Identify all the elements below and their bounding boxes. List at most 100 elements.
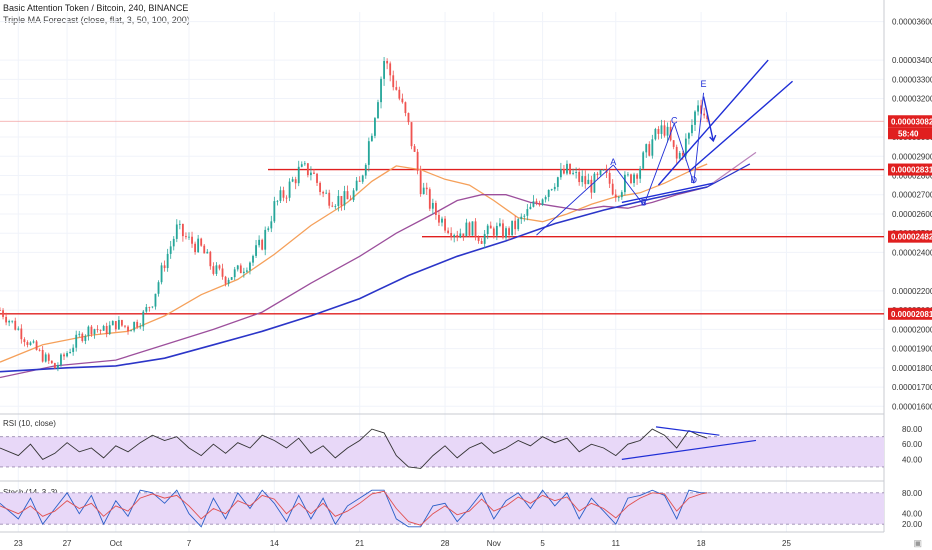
countdown-tag (888, 127, 932, 140)
candle-body (450, 232, 453, 237)
price-tag-label: 0.00003082 (891, 117, 932, 126)
candle-body (322, 191, 325, 194)
candle-body (511, 220, 514, 236)
candle-body (413, 146, 416, 152)
candle-body (245, 270, 248, 272)
candle-body (32, 341, 35, 343)
candle-body (78, 333, 81, 335)
candle-body (355, 180, 358, 191)
stoch-d-line (0, 490, 708, 526)
candle-body (139, 326, 142, 328)
candle-body (648, 144, 651, 156)
candle-body (303, 163, 306, 165)
candle-body (639, 168, 642, 179)
candle-body (474, 221, 477, 237)
price-tick-label: 0.00002600 (892, 210, 932, 219)
candle-body (236, 265, 239, 270)
candle-body (538, 202, 541, 205)
candle-body (175, 224, 178, 239)
price-tick-label: 0.00002400 (892, 248, 932, 257)
candle-body (617, 197, 620, 198)
ma-200-forecast (706, 163, 751, 188)
candle-body (651, 139, 654, 156)
candle-body (593, 173, 596, 193)
candle-body (23, 339, 26, 343)
candle-body (172, 238, 175, 247)
candle-body (377, 102, 379, 119)
candle-body (14, 320, 17, 330)
price-tick-label: 0.00003200 (892, 95, 932, 104)
candle-body (499, 223, 501, 226)
candle-body (514, 220, 517, 230)
candle-body (60, 354, 62, 366)
time-tick-label: 27 (63, 539, 72, 548)
time-tick-label: 5 (540, 539, 545, 548)
candle-body (438, 214, 440, 223)
candle-body (136, 321, 139, 328)
rsi-tick-label: 80.00 (902, 425, 923, 434)
candle-body (26, 342, 29, 345)
candle-body (666, 126, 669, 136)
candle-body (279, 190, 282, 201)
candle-body (337, 195, 340, 207)
candle-body (63, 354, 65, 357)
candle-body (623, 174, 626, 193)
candle-body (544, 196, 547, 200)
price-tick-label: 0.00001900 (892, 345, 932, 354)
candle-body (556, 177, 559, 187)
candle-body (645, 144, 648, 153)
candle-body (93, 329, 96, 335)
candle-body (398, 89, 401, 99)
candle-body (520, 216, 523, 220)
candle-body (572, 172, 574, 174)
candle-body (282, 190, 285, 198)
candle-body (678, 152, 681, 159)
candle-body (242, 271, 245, 274)
candle-body (358, 180, 361, 182)
candle-body (41, 349, 44, 362)
candle-body (90, 326, 93, 335)
candle-body (483, 234, 486, 244)
candle-body (325, 192, 328, 194)
price-tick-label: 0.00001800 (892, 364, 932, 373)
candle-body (121, 320, 123, 326)
candle-body (505, 228, 507, 238)
price-tag (888, 115, 932, 128)
rsi-tick-label: 40.00 (902, 455, 923, 464)
time-tick-label: 21 (355, 539, 364, 548)
moving-averages (0, 151, 757, 379)
candle-body (181, 223, 184, 237)
rsi-pane-label: RSI (10, close) (3, 419, 56, 428)
indicator-lines (0, 426, 757, 528)
candle-body (489, 225, 492, 229)
rsi-tick-label: 60.00 (902, 440, 923, 449)
candle-body (599, 170, 602, 175)
price-tag-label: 0.00002482 (891, 233, 932, 242)
candle-body (392, 75, 395, 88)
candle-body (11, 320, 14, 322)
candle-body (703, 113, 706, 116)
grid (0, 0, 885, 533)
candle-body (410, 122, 413, 147)
candle-body (477, 236, 480, 242)
candle-body (687, 133, 690, 139)
candle-body (578, 171, 581, 183)
candle-body (75, 334, 78, 348)
forecast-arrow (702, 96, 714, 142)
candle-body (340, 195, 343, 206)
rsi-trendline-lower (621, 439, 757, 460)
candle-body (441, 218, 443, 223)
candle-body (224, 276, 227, 284)
candle-body (57, 365, 59, 369)
price-tick-label: 0.00003600 (892, 18, 932, 27)
stoch-k-line (0, 489, 708, 528)
price-tick-label: 0.00002200 (892, 287, 932, 296)
candle-body (566, 163, 568, 174)
candle-body (425, 187, 428, 190)
candle-body (319, 182, 321, 192)
candle-body (130, 330, 132, 332)
candle-body (416, 151, 419, 171)
candle-body (447, 230, 450, 233)
chart-title: Basic Attention Token / Bitcoin, 240, BI… (3, 3, 189, 13)
